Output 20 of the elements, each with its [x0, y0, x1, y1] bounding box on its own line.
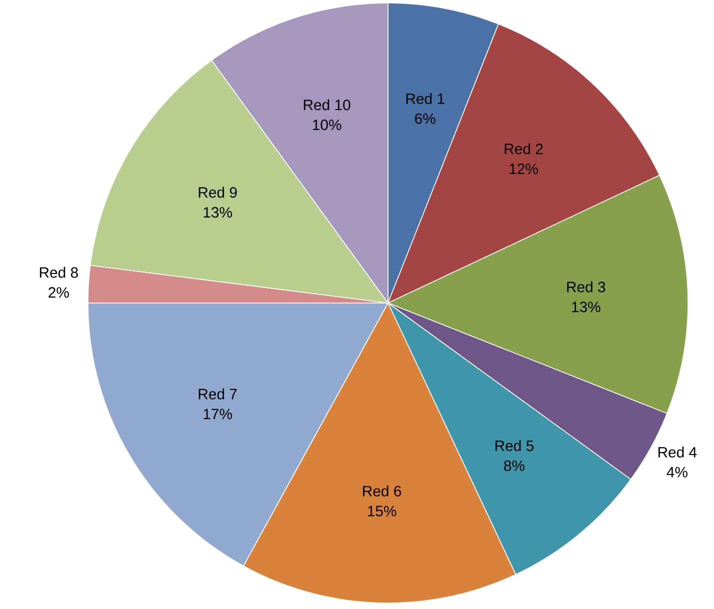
data-label: 17% [204, 408, 232, 420]
data-label: 8% [504, 460, 524, 471]
slice-label: Red 10 [304, 99, 350, 110]
data-label: 12% [510, 164, 538, 174]
data-label: 4% [666, 466, 688, 478]
slice-label: Red 8 [40, 266, 78, 278]
data-label: 10% [312, 120, 342, 130]
slice-label: Red 4 [658, 446, 697, 458]
data-label: 13% [204, 207, 232, 218]
data-label: 15% [368, 506, 396, 516]
slice-label: Red 1 [406, 93, 444, 104]
data-label: 2% [48, 287, 69, 298]
data-label: 13% [572, 302, 600, 312]
slice-label: Red 3 [567, 281, 606, 292]
data-label: 6% [415, 113, 436, 124]
slice-label: Red 5 [495, 440, 534, 452]
slice-label: Red 7 [198, 388, 237, 400]
slice-label: Red 6 [363, 485, 402, 496]
slice-label: Red 9 [198, 186, 237, 198]
slice-label: Red 2 [504, 143, 543, 154]
